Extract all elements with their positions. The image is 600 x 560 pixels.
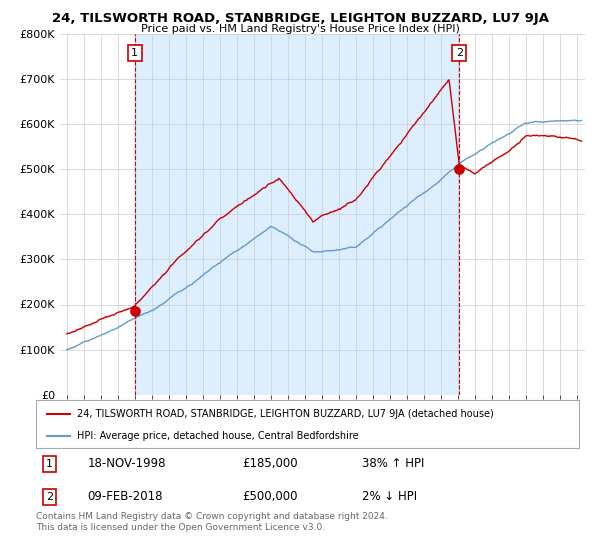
Text: Price paid vs. HM Land Registry's House Price Index (HPI): Price paid vs. HM Land Registry's House … bbox=[140, 24, 460, 34]
Text: 1: 1 bbox=[46, 459, 53, 469]
Bar bbox=[135, 34, 459, 395]
Text: 2: 2 bbox=[456, 48, 463, 58]
Text: £185,000: £185,000 bbox=[242, 457, 298, 470]
Text: 18-NOV-1998: 18-NOV-1998 bbox=[88, 457, 166, 470]
Text: 2: 2 bbox=[46, 492, 53, 502]
Text: 09-FEB-2018: 09-FEB-2018 bbox=[88, 490, 163, 503]
Point bbox=[454, 165, 464, 174]
Text: 1: 1 bbox=[131, 48, 138, 58]
Text: 24, TILSWORTH ROAD, STANBRIDGE, LEIGHTON BUZZARD, LU7 9JA (detached house): 24, TILSWORTH ROAD, STANBRIDGE, LEIGHTON… bbox=[77, 409, 493, 419]
Point bbox=[130, 307, 140, 316]
Text: 24, TILSWORTH ROAD, STANBRIDGE, LEIGHTON BUZZARD, LU7 9JA: 24, TILSWORTH ROAD, STANBRIDGE, LEIGHTON… bbox=[52, 12, 548, 25]
Text: 38% ↑ HPI: 38% ↑ HPI bbox=[362, 457, 424, 470]
Text: HPI: Average price, detached house, Central Bedfordshire: HPI: Average price, detached house, Cent… bbox=[77, 431, 358, 441]
Text: Contains HM Land Registry data © Crown copyright and database right 2024.
This d: Contains HM Land Registry data © Crown c… bbox=[36, 512, 388, 532]
Text: £500,000: £500,000 bbox=[242, 490, 298, 503]
Text: 2% ↓ HPI: 2% ↓ HPI bbox=[362, 490, 417, 503]
